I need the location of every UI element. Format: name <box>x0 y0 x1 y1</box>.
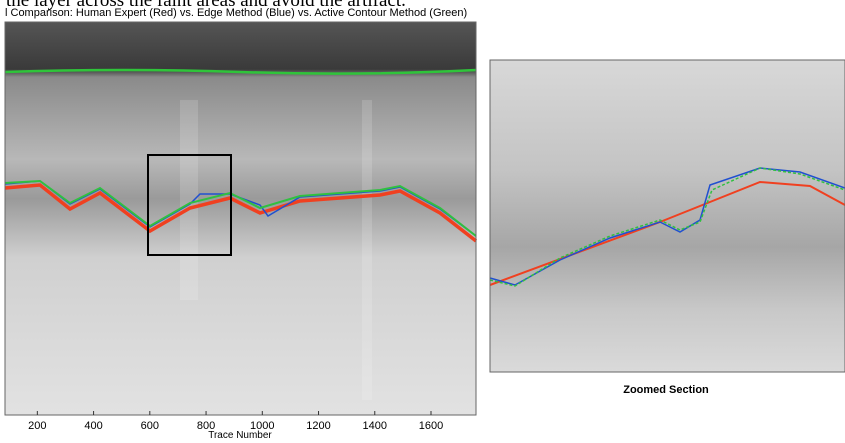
x-axis-label: Trace Number <box>208 430 272 441</box>
x-tick-label: 1000 <box>250 420 274 432</box>
x-tick-label: 400 <box>84 420 102 432</box>
echogram <box>5 22 476 415</box>
caption-fragment: the layer across the faint areas and avo… <box>6 0 406 11</box>
zoom-box <box>147 154 232 256</box>
contour-line <box>489 167 845 287</box>
figure-title: l Comparison: Human Expert (Red) vs. Edg… <box>5 7 467 19</box>
expert-line <box>489 180 845 286</box>
x-tick-label: 600 <box>141 420 159 432</box>
artifact <box>180 100 198 300</box>
surface-line <box>4 68 477 75</box>
x-tick-label: 200 <box>28 420 46 432</box>
x-tick-label: 1400 <box>363 420 387 432</box>
x-tick-label: 1600 <box>419 420 443 432</box>
artifact <box>362 100 372 400</box>
x-tick-label: 1200 <box>306 420 330 432</box>
zoom-frame <box>489 59 845 373</box>
zoom-label: Zoomed Section <box>623 384 709 396</box>
axes-frame <box>4 21 477 416</box>
zoom-image <box>490 60 845 372</box>
x-tick-label: 800 <box>197 420 215 432</box>
